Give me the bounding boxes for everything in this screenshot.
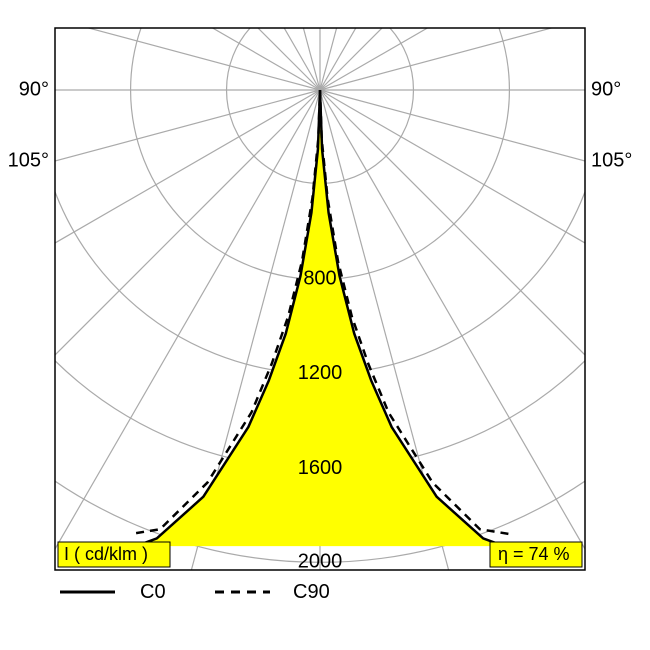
legend-left-label: I ( cd/klm ) [64,544,148,564]
ring-label: 1600 [298,457,343,479]
angle-label-right: 105° [591,149,632,171]
angle-label-right: 90° [591,78,621,100]
legend-c0-label: C0 [140,581,166,603]
angle-label-left: 105° [8,149,49,171]
legend-c90-label: C90 [293,581,330,603]
angle-label-left: 90° [19,78,49,100]
ring-label: 1200 [298,362,343,384]
ring-label: 800 [303,268,336,290]
legend-right-label: η = 74 % [498,544,570,564]
